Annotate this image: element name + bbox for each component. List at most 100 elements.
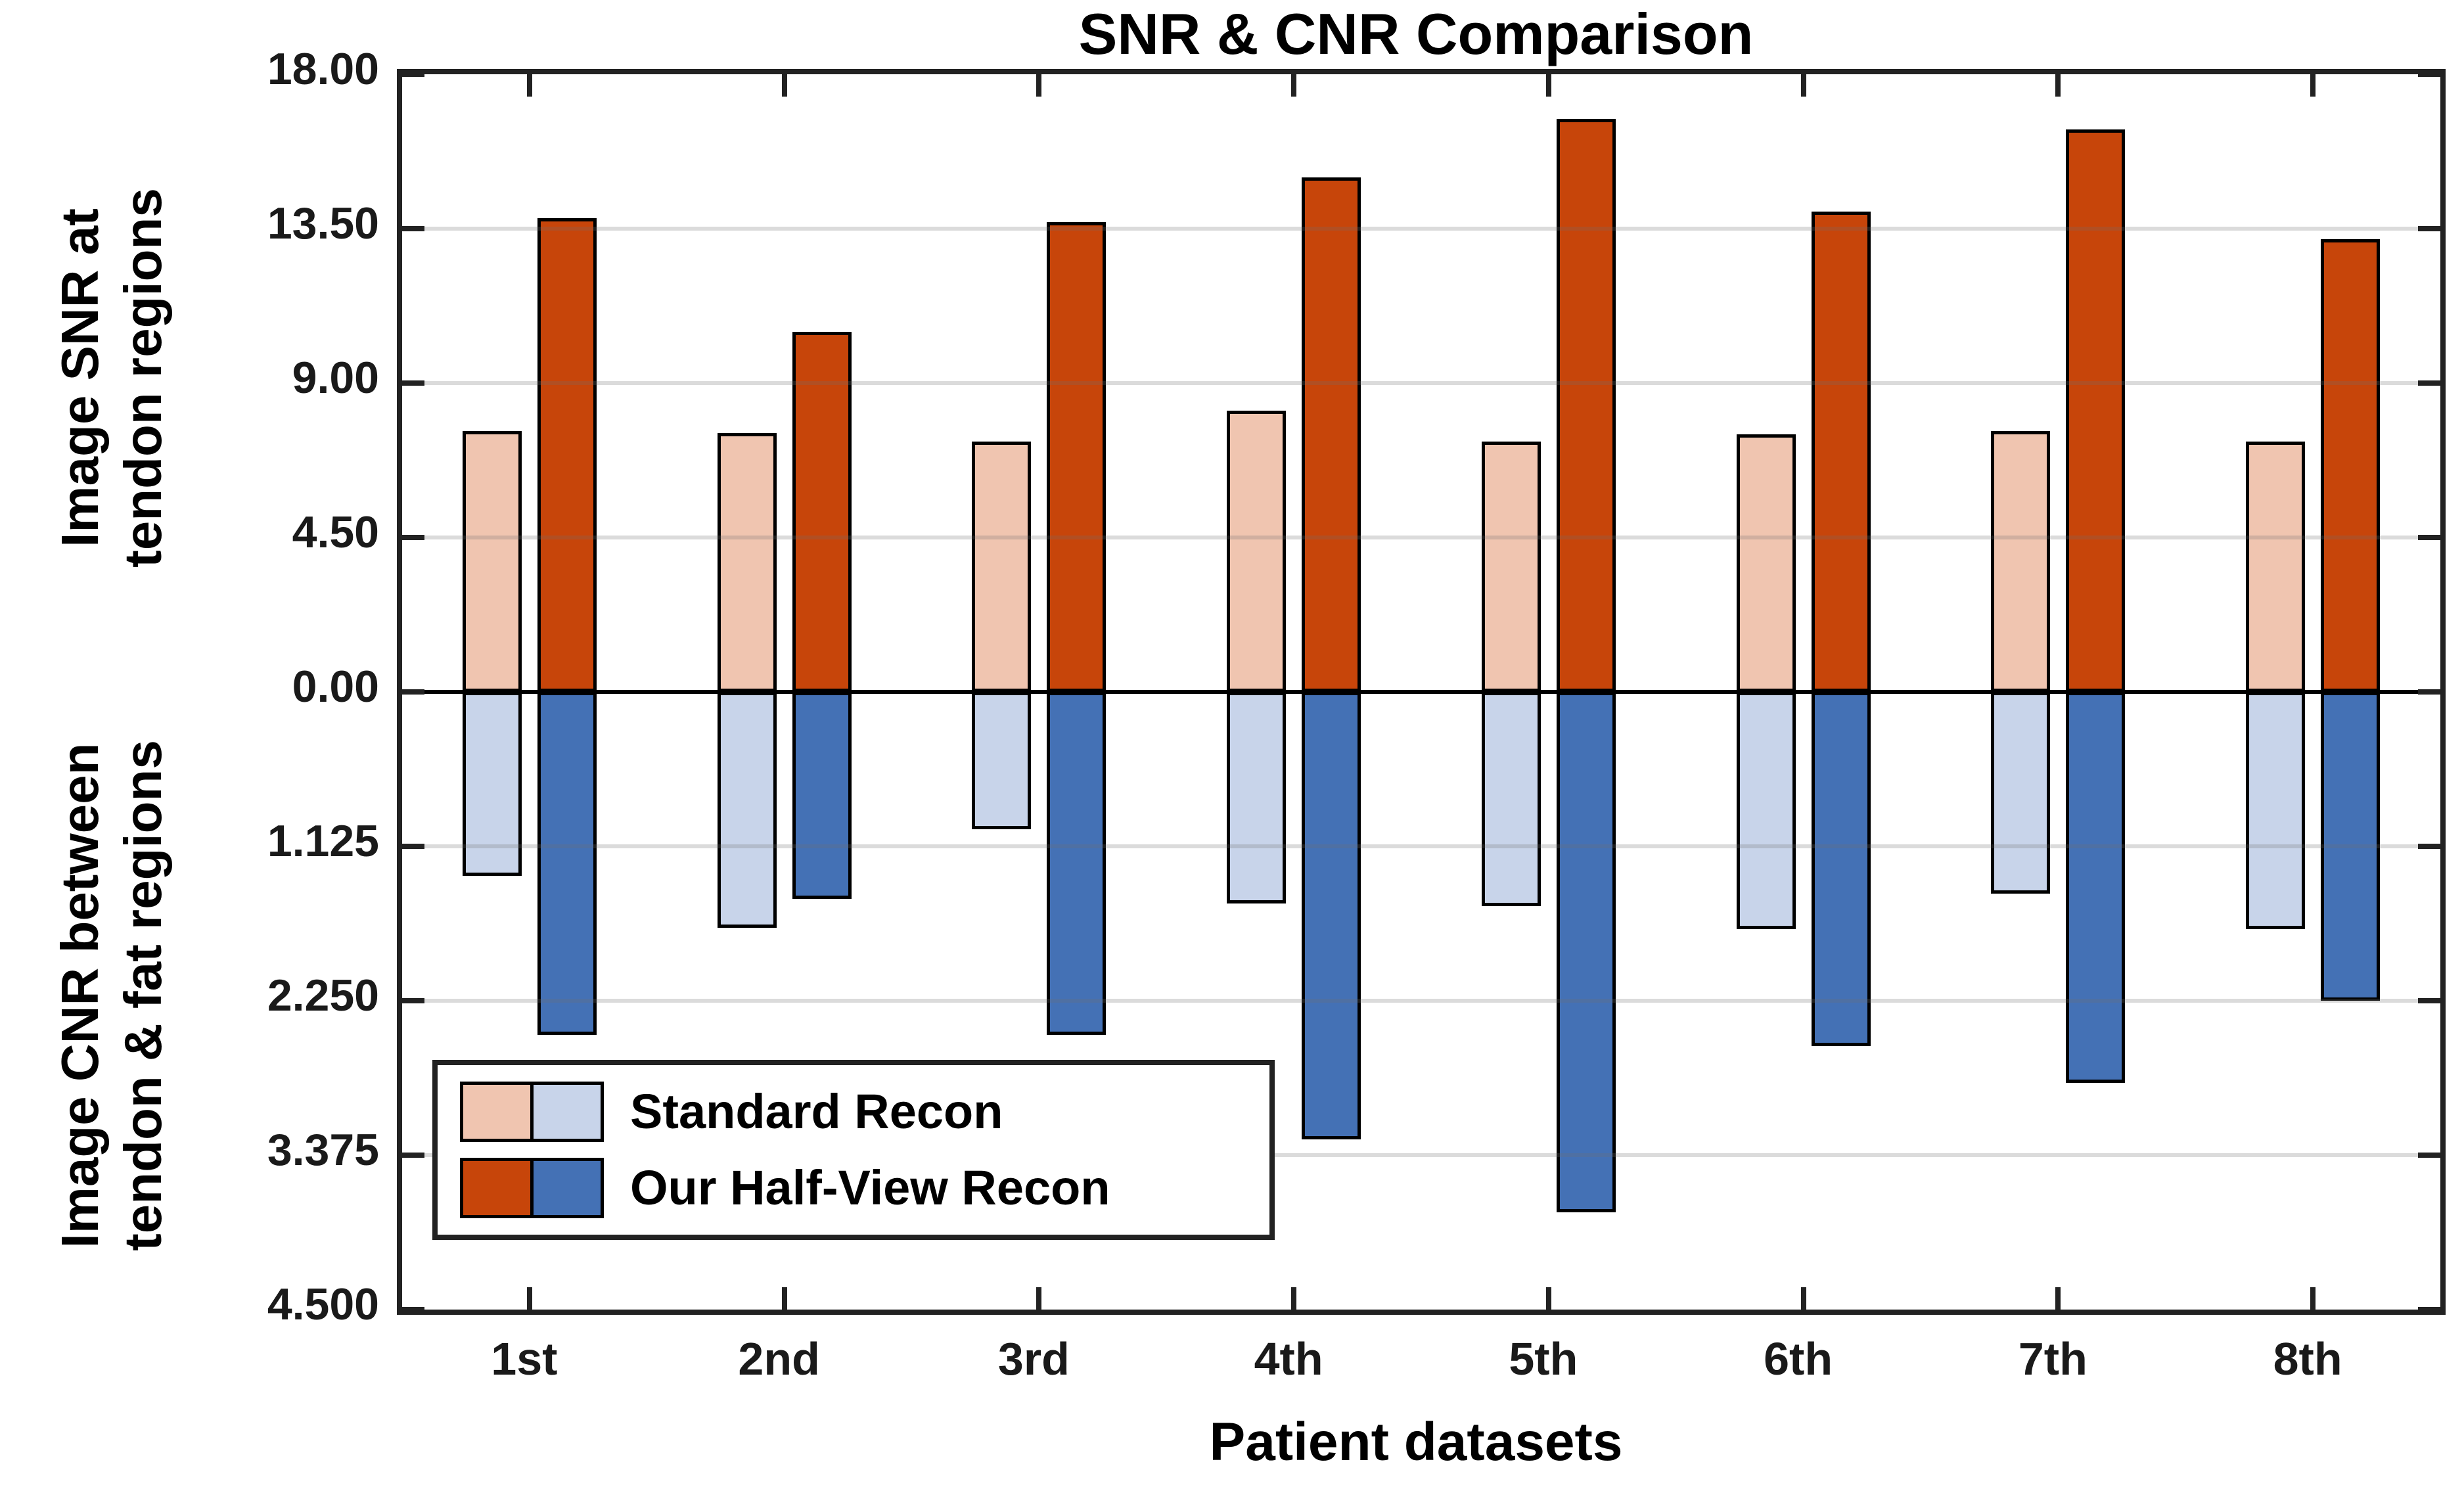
y-tick-left-2.250 — [402, 998, 424, 1003]
bar-cnr-standard-3rd — [972, 692, 1032, 829]
y-tick-label-1.125: 1.125 — [267, 816, 379, 866]
x-tick-bottom-1st — [526, 1287, 532, 1310]
y-tick-left-13.50 — [402, 226, 424, 231]
legend: Standard Recon Our Half-View Recon — [432, 1060, 1275, 1240]
zero-baseline — [402, 690, 2440, 694]
bar-snr-halfview-8th — [2321, 239, 2381, 692]
y-tick-label-4.500: 4.500 — [267, 1279, 379, 1329]
bar-snr-halfview-2nd — [792, 331, 852, 692]
bar-cnr-halfview-5th — [1556, 692, 1616, 1212]
y-tick-right-2.250 — [2418, 998, 2440, 1003]
bar-cnr-standard-4th — [1227, 692, 1287, 903]
x-tick-label-8th: 8th — [2273, 1333, 2342, 1384]
legend-swatch-snr-standard — [460, 1081, 534, 1142]
y-tick-label-0.00: 0.00 — [292, 662, 379, 712]
x-tick-top-3rd — [1036, 74, 1042, 97]
bar-snr-halfview-7th — [2066, 129, 2126, 692]
y-tick-label-9.00: 9.00 — [292, 353, 379, 403]
y-tick-left-0.00 — [402, 689, 424, 695]
bar-snr-standard-3rd — [972, 441, 1032, 692]
gridline-cnr-2.250 — [402, 999, 2440, 1003]
y-axis-label-cnr-line2: tendon & fat regions — [114, 740, 172, 1251]
x-tick-top-1st — [526, 74, 532, 97]
x-tick-top-2nd — [781, 74, 787, 97]
chart-title: SNR & CNR Comparison — [1078, 1, 1754, 66]
y-tick-right-9.00 — [2418, 380, 2440, 386]
x-tick-label-3rd: 3rd — [997, 1333, 1070, 1384]
gridline-snr-4.50 — [402, 536, 2440, 539]
y-tick-label-18.00: 18.00 — [267, 44, 379, 94]
y-tick-left-9.00 — [402, 380, 424, 386]
y-tick-left-1.125 — [402, 844, 424, 849]
gridline-snr-13.50 — [402, 227, 2440, 231]
x-tick-label-5th: 5th — [1509, 1333, 1578, 1384]
x-tick-top-7th — [2055, 74, 2061, 97]
x-tick-top-5th — [1545, 74, 1551, 97]
y-tick-label-3.375: 3.375 — [267, 1125, 379, 1175]
bar-snr-halfview-6th — [1811, 211, 1871, 692]
bar-cnr-standard-6th — [1736, 692, 1796, 930]
bar-cnr-standard-8th — [2246, 692, 2306, 930]
x-tick-bottom-6th — [1800, 1287, 1806, 1310]
gridline-cnr-3.375 — [402, 1153, 2440, 1157]
y-tick-left-4.500 — [402, 1307, 424, 1312]
y-tick-right-4.50 — [2418, 535, 2440, 540]
y-tick-right-18.00 — [2418, 72, 2440, 77]
bar-cnr-standard-7th — [1991, 692, 2051, 894]
x-tick-label-4th: 4th — [1254, 1333, 1323, 1384]
x-tick-bottom-7th — [2055, 1287, 2061, 1310]
x-tick-bottom-5th — [1545, 1287, 1551, 1310]
gridline-cnr-1.125 — [402, 844, 2440, 848]
x-tick-top-6th — [1800, 74, 1806, 97]
bar-snr-standard-1st — [462, 431, 522, 692]
legend-row-halfview: Our Half-View Recon — [460, 1158, 1269, 1219]
x-tick-top-4th — [1291, 74, 1297, 97]
x-tick-top-8th — [2310, 74, 2316, 97]
y-tick-right-3.375 — [2418, 1153, 2440, 1158]
y-tick-left-3.375 — [402, 1153, 424, 1158]
y-tick-right-0.00 — [2418, 689, 2440, 695]
bar-snr-halfview-1st — [537, 218, 597, 692]
bar-snr-halfview-4th — [1302, 177, 1361, 692]
bar-cnr-halfview-7th — [2066, 692, 2126, 1084]
bar-snr-standard-7th — [1991, 431, 2051, 692]
bar-cnr-halfview-3rd — [1047, 692, 1107, 1036]
x-tick-bottom-8th — [2310, 1287, 2316, 1310]
bar-cnr-halfview-2nd — [792, 692, 852, 900]
bar-snr-halfview-5th — [1556, 118, 1616, 692]
bar-cnr-halfview-1st — [537, 692, 597, 1036]
y-tick-right-13.50 — [2418, 226, 2440, 231]
x-tick-label-7th: 7th — [2018, 1333, 2088, 1384]
plot-area — [397, 69, 2446, 1315]
x-tick-label-6th: 6th — [1764, 1333, 1833, 1384]
x-axis-title: Patient datasets — [1209, 1412, 1623, 1472]
legend-swatch-cnr-standard — [530, 1081, 604, 1142]
bar-cnr-halfview-6th — [1811, 692, 1871, 1046]
y-axis-label-cnr-line1: Image CNR between — [51, 743, 109, 1248]
y-axis-label-cnr: Image CNR between tendon & fat regions — [49, 601, 175, 1390]
x-tick-bottom-4th — [1291, 1287, 1297, 1310]
legend-label-standard: Standard Recon — [630, 1084, 1003, 1139]
bar-cnr-standard-1st — [462, 692, 522, 876]
bar-cnr-standard-5th — [1481, 692, 1541, 906]
y-tick-label-13.50: 13.50 — [267, 198, 379, 248]
bar-snr-standard-5th — [1481, 441, 1541, 692]
gridline-snr-9.00 — [402, 381, 2440, 385]
x-tick-label-1st: 1st — [491, 1333, 558, 1384]
y-tick-label-4.50: 4.50 — [292, 507, 379, 557]
y-tick-label-2.250: 2.250 — [267, 971, 379, 1020]
bar-snr-standard-8th — [2246, 441, 2306, 692]
y-tick-left-4.50 — [402, 535, 424, 540]
y-tick-left-18.00 — [402, 72, 424, 77]
bar-cnr-halfview-4th — [1302, 692, 1361, 1139]
bar-snr-standard-2nd — [717, 432, 777, 692]
x-tick-bottom-2nd — [781, 1287, 787, 1310]
legend-label-halfview: Our Half-View Recon — [630, 1160, 1110, 1216]
legend-swatch-cnr-halfview — [530, 1158, 604, 1219]
y-tick-right-1.125 — [2418, 844, 2440, 849]
x-tick-bottom-3rd — [1036, 1287, 1042, 1310]
bar-snr-halfview-3rd — [1047, 221, 1107, 692]
x-tick-label-2nd: 2nd — [738, 1333, 820, 1384]
y-tick-right-4.500 — [2418, 1307, 2440, 1312]
